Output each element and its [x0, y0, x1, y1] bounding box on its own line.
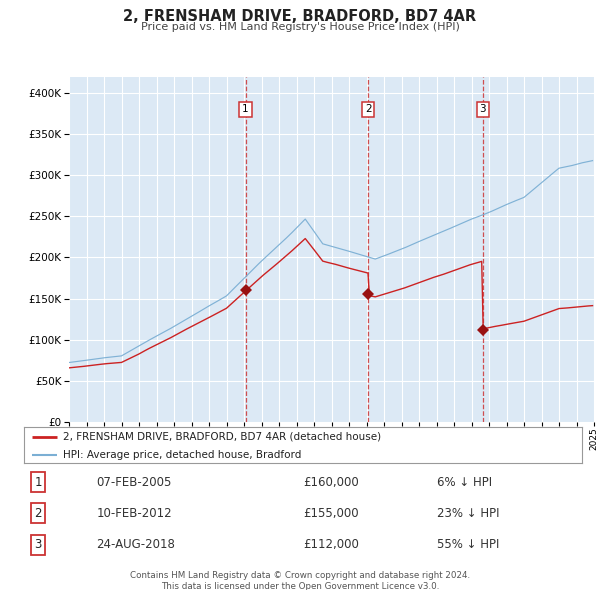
- Text: HPI: Average price, detached house, Bradford: HPI: Average price, detached house, Brad…: [63, 450, 301, 460]
- Text: 1: 1: [242, 104, 249, 114]
- Text: 2, FRENSHAM DRIVE, BRADFORD, BD7 4AR: 2, FRENSHAM DRIVE, BRADFORD, BD7 4AR: [124, 9, 476, 24]
- Text: 10-FEB-2012: 10-FEB-2012: [97, 507, 172, 520]
- Text: 24-AUG-2018: 24-AUG-2018: [97, 538, 175, 551]
- Text: This data is licensed under the Open Government Licence v3.0.: This data is licensed under the Open Gov…: [161, 582, 439, 590]
- Text: 2: 2: [365, 104, 371, 114]
- Text: £112,000: £112,000: [303, 538, 359, 551]
- Text: 6% ↓ HPI: 6% ↓ HPI: [437, 476, 492, 489]
- Text: £160,000: £160,000: [303, 476, 359, 489]
- Text: 23% ↓ HPI: 23% ↓ HPI: [437, 507, 499, 520]
- Text: 3: 3: [479, 104, 486, 114]
- Text: 07-FEB-2005: 07-FEB-2005: [97, 476, 172, 489]
- Text: Price paid vs. HM Land Registry's House Price Index (HPI): Price paid vs. HM Land Registry's House …: [140, 22, 460, 32]
- Text: 2: 2: [34, 507, 42, 520]
- Text: 55% ↓ HPI: 55% ↓ HPI: [437, 538, 499, 551]
- Text: 3: 3: [34, 538, 41, 551]
- Text: 1: 1: [34, 476, 42, 489]
- Text: £155,000: £155,000: [303, 507, 359, 520]
- Text: 2, FRENSHAM DRIVE, BRADFORD, BD7 4AR (detached house): 2, FRENSHAM DRIVE, BRADFORD, BD7 4AR (de…: [63, 432, 381, 442]
- Text: Contains HM Land Registry data © Crown copyright and database right 2024.: Contains HM Land Registry data © Crown c…: [130, 571, 470, 580]
